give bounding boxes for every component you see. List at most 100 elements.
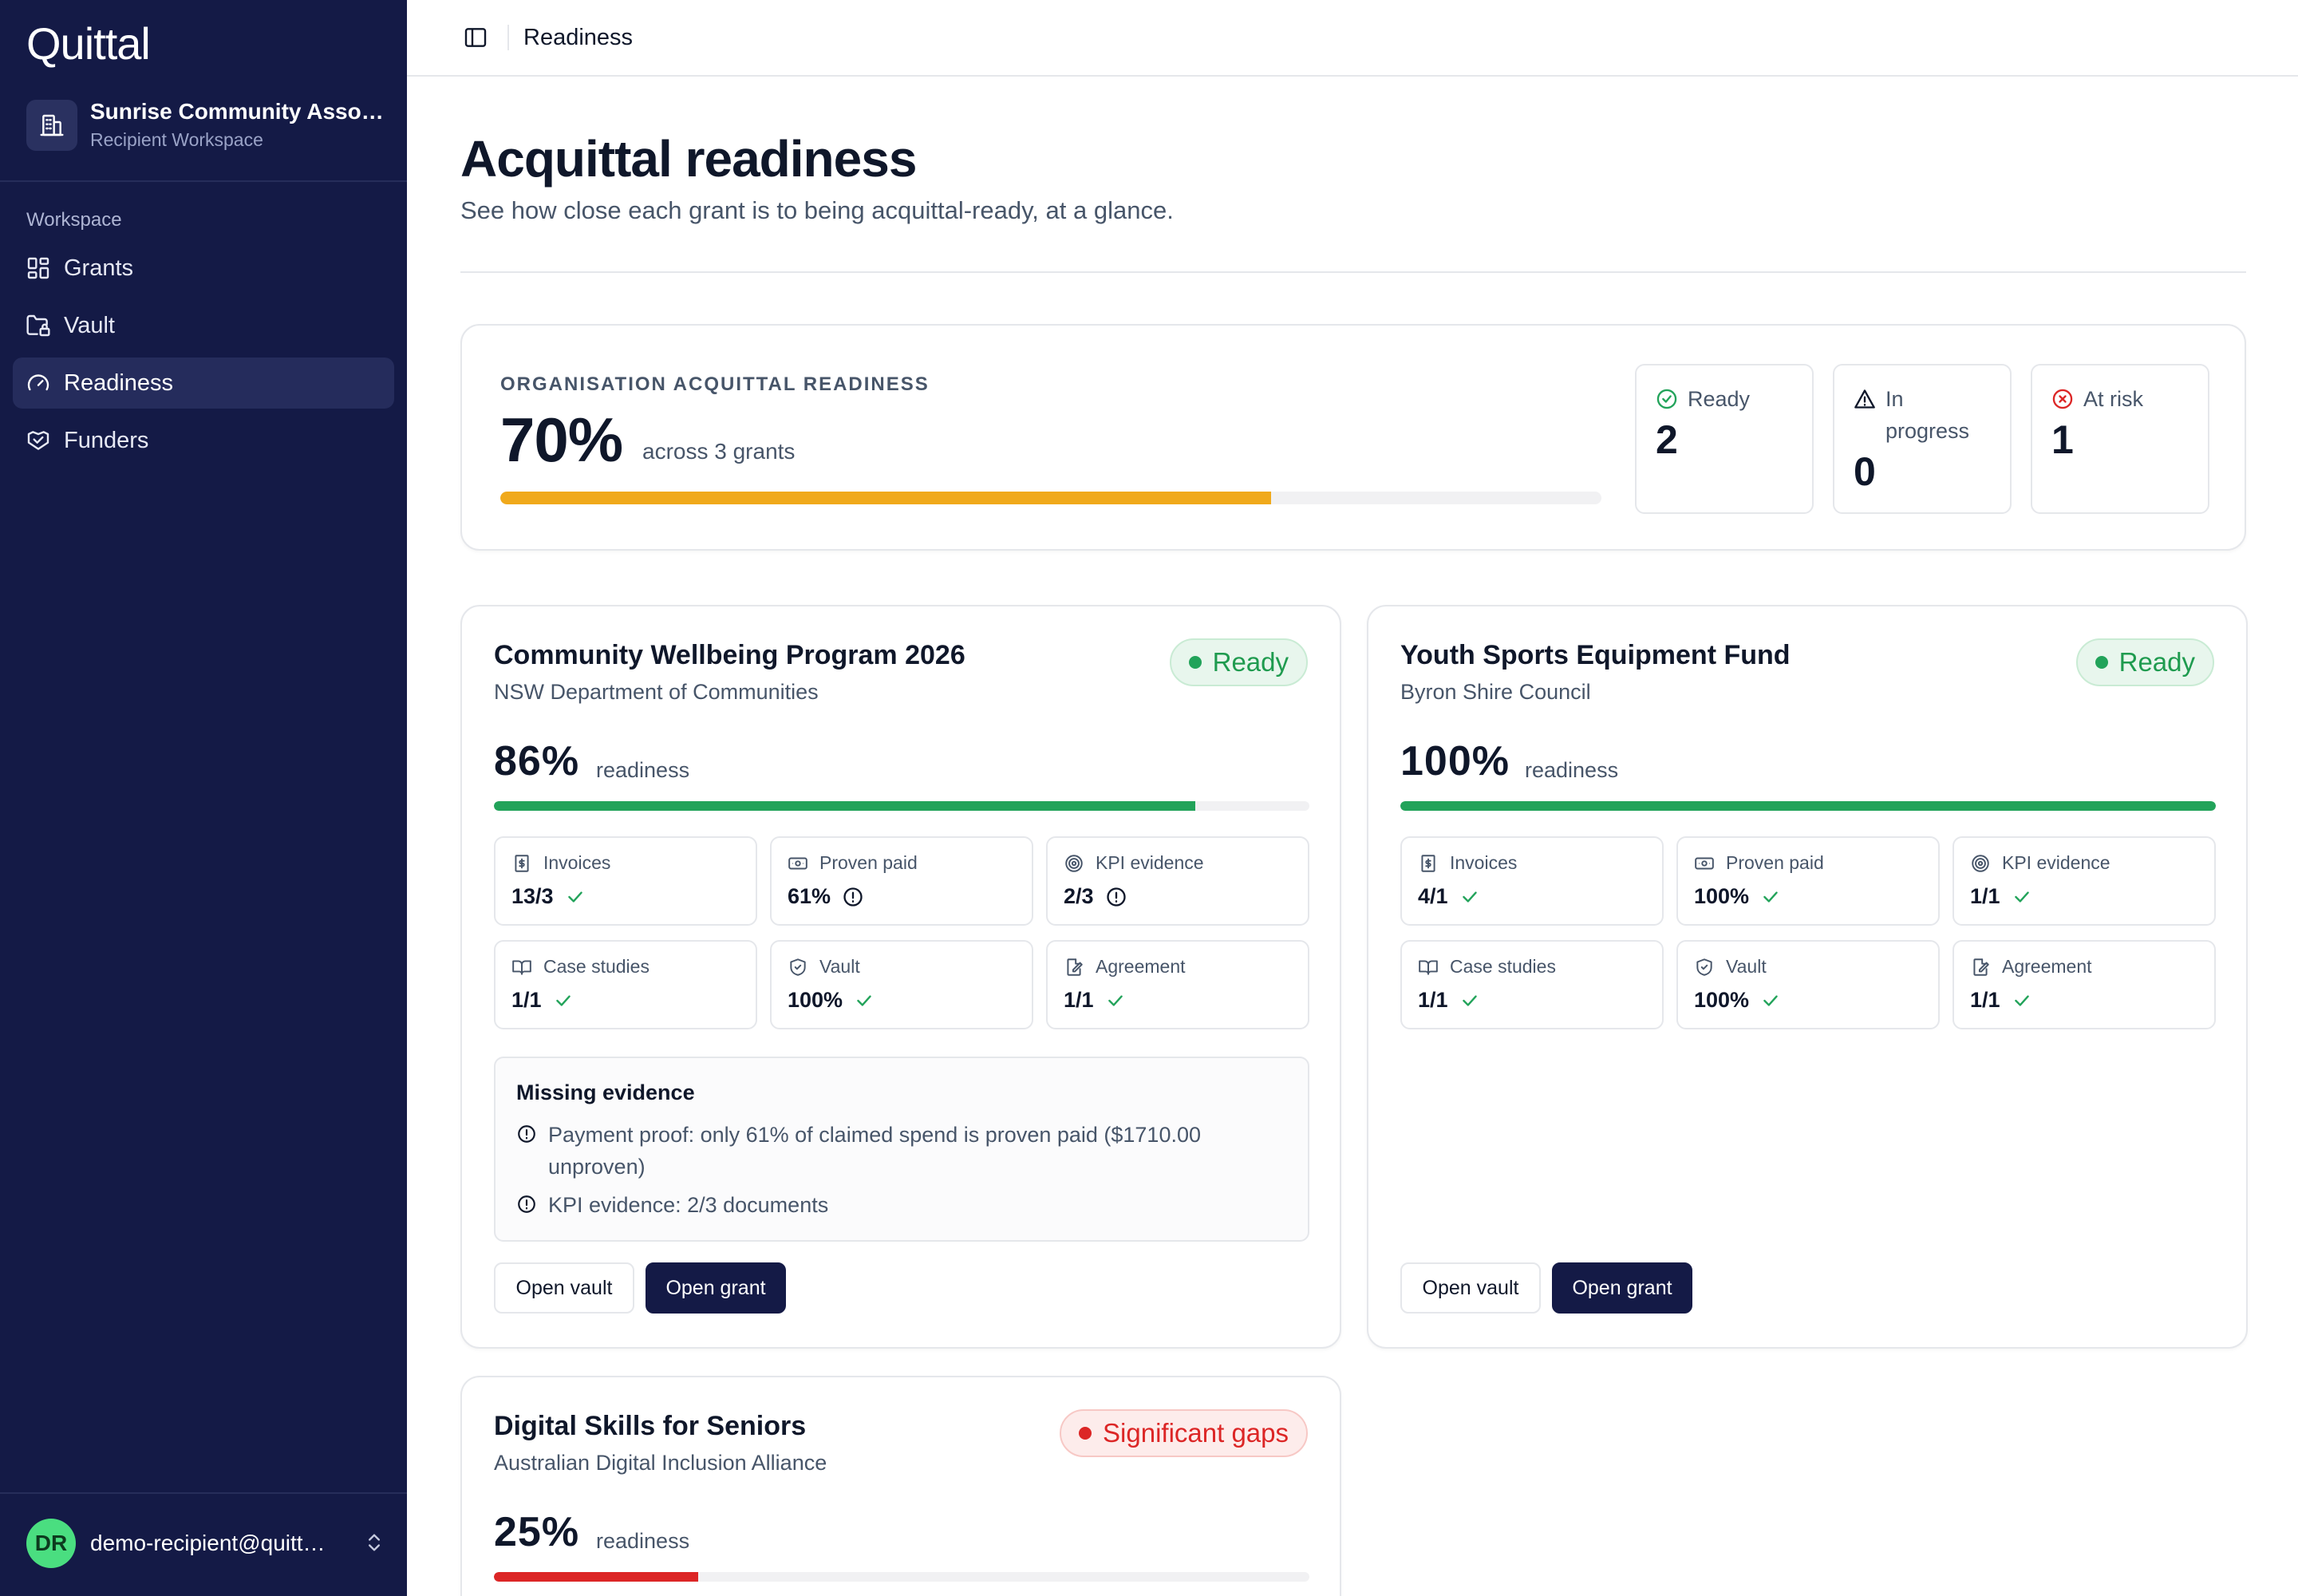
check-icon [1462,994,1477,1006]
metric-invoices: Invoices 13/3 [494,836,757,926]
check-icon [555,994,571,1006]
summary-progress-fill [500,492,1271,504]
page-divider [460,271,2246,273]
grant-readiness-percent: 86% [494,738,580,784]
check-icon [857,994,871,1006]
org-subtitle: Recipient Workspace [90,129,263,150]
status-badge-label: Significant gaps [1103,1418,1289,1448]
alert-circle-icon [1106,887,1126,907]
metric-value: 100% [1694,884,1750,908]
grant-progress-bar [494,801,1309,811]
org-switcher[interactable]: Sunrise Community Association Recipient … [26,97,393,153]
app-logo[interactable]: Quittal [26,18,151,69]
metric-label: Agreement [1096,956,1186,977]
grant-card: Digital Skills for Seniors Australian Di… [460,1376,1341,1596]
book-open-icon [1419,959,1438,975]
gauge-icon [27,374,49,391]
metric-label: Proven paid [819,852,918,873]
metric-value: 1/1 [511,988,542,1012]
metric-label: Invoices [1450,852,1518,873]
check-icon [1462,891,1477,903]
sidebar-item-vault[interactable]: Vault [13,300,394,351]
sidebar-item-funders[interactable]: Funders [13,415,394,466]
receipt-dollar-icon [515,854,529,872]
sidebar-item-label: Funders [64,427,149,453]
metric-proven-paid: Proven paid 61% [770,836,1033,926]
grant-card: Community Wellbeing Program 2026 NSW Dep… [460,605,1341,1349]
metric-value: 1/1 [1970,988,2000,1012]
page-title: Acquittal readiness [460,130,917,188]
sidebar-divider [0,180,407,182]
file-signature-icon [1067,958,1083,976]
shield-check-icon [1696,958,1712,976]
metric-kpi-evidence: KPI evidence 1/1 [1953,836,2216,926]
metric-case-studies: Case studies 1/1 [1400,940,1664,1029]
receipt-dollar-icon [1421,854,1435,872]
sidebar-item-readiness[interactable]: Readiness [13,358,394,409]
stat-at-risk: At risk 1 [2031,364,2209,514]
grant-metrics: Invoices 4/1 Proven paid 100% KPI eviden… [1400,836,2216,1029]
summary-percent: 70% [500,405,623,475]
grant-progress-fill [494,1572,698,1582]
status-badge-label: Ready [2118,647,2195,677]
metric-value: 13/3 [511,884,554,908]
grant-progress-fill [494,801,1195,811]
check-icon [1763,891,1778,903]
metric-value: 4/1 [1418,884,1448,908]
grant-title[interactable]: Youth Sports Equipment Fund [1400,640,1791,670]
open-grant-button[interactable]: Open grant [646,1262,786,1314]
topbar-separator [507,25,509,50]
metric-case-studies: Case studies 1/1 [494,940,757,1029]
grant-readiness-label: readiness [1525,758,1619,782]
status-dot [2095,656,2108,669]
grant-card: Youth Sports Equipment Fund Byron Shire … [1367,605,2248,1349]
sidebar-item-grants[interactable]: Grants [13,243,394,294]
alert-circle-icon [843,887,863,907]
missing-evidence-title: Missing evidence [516,1080,695,1104]
check-circle-icon [1656,389,1677,409]
org-text: Sunrise Community Association Recipient … [90,97,385,152]
metric-value: 100% [1694,988,1750,1012]
summary-label: ORGANISATION ACQUITTAL READINESS [500,373,930,395]
missing-evidence-panel: Missing evidence Payment proof: only 61%… [494,1057,1309,1242]
grant-actions: Open vault Open grant [1400,1262,1720,1314]
sidebar-toggle-button[interactable] [461,23,490,52]
metric-proven-paid: Proven paid 100% [1676,836,1940,926]
shield-check-icon [790,958,806,976]
missing-evidence-text: Payment proof: only 61% of claimed spend… [548,1123,1202,1179]
metric-value: 1/1 [1418,988,1448,1012]
banknote-icon [1695,857,1714,869]
user-menu[interactable]: DR demo-recipient@quittal.com [26,1519,385,1568]
grant-readiness-percent: 25% [494,1509,580,1555]
metric-agreement: Agreement 1/1 [1046,940,1309,1029]
status-badge: Ready [2075,638,2214,686]
open-vault-button[interactable]: Open vault [1400,1262,1541,1314]
book-open-icon [512,959,531,975]
metric-label: Agreement [2002,956,2092,977]
grant-title[interactable]: Digital Skills for Seniors [494,1411,807,1441]
metric-agreement: Agreement 1/1 [1953,940,2216,1029]
grant-funder: NSW Department of Communities [494,680,819,704]
status-badge: Ready [1169,638,1308,686]
open-grant-button[interactable]: Open grant [1552,1262,1692,1314]
metric-value: 61% [788,884,831,908]
grant-title[interactable]: Community Wellbeing Program 2026 [494,640,965,670]
handshake-icon [27,431,49,450]
user-email: demo-recipient@quittal.com [90,1531,338,1555]
stat-at-risk-value: 1 [2051,417,2074,462]
stat-at-risk-label: At risk [2083,387,2144,411]
missing-evidence-text: KPI evidence: 2/3 documents [548,1193,829,1217]
grant-metrics: Invoices 13/3 Proven paid 61% KPI eviden… [494,836,1309,1029]
target-icon [1065,854,1083,872]
file-signature-icon [1973,958,1989,976]
open-vault-button[interactable]: Open vault [494,1262,634,1314]
x-circle-icon [2052,389,2073,409]
dashboard-grid-icon [27,257,49,279]
metric-label: Case studies [1450,956,1556,977]
sidebar: Quittal Sunrise Community Association Re… [0,0,407,1596]
status-badge-label: Ready [1212,647,1289,677]
alert-circle-icon [518,1125,535,1143]
metric-value: 100% [788,988,843,1012]
sidebar-nav: Grants Vault Readiness Funders [13,243,394,472]
metric-invoices: Invoices 4/1 [1400,836,1664,926]
